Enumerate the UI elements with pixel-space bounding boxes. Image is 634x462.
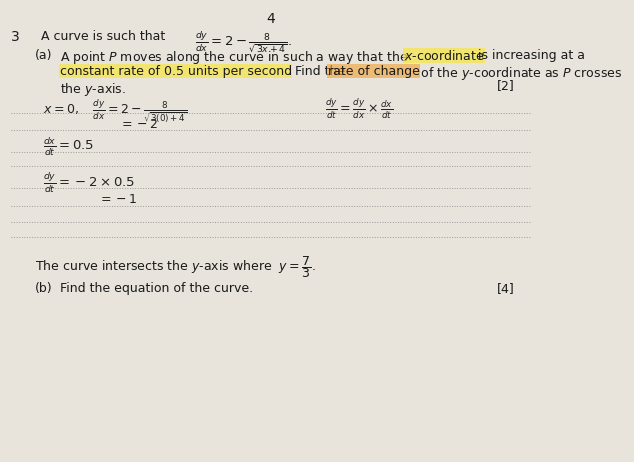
Text: $x=0, \quad \frac{dy}{dx} = 2 - \frac{8}{\sqrt{3(0)+4}}$: $x=0, \quad \frac{dy}{dx} = 2 - \frac{8}… xyxy=(43,97,188,125)
Text: rate of change: rate of change xyxy=(328,65,420,78)
Text: the $y$-axis.: the $y$-axis. xyxy=(60,81,126,98)
Text: [4]: [4] xyxy=(497,282,515,295)
Text: [2]: [2] xyxy=(497,79,515,91)
Text: A point $P$ moves along the curve in such a way that the: A point $P$ moves along the curve in suc… xyxy=(60,49,408,66)
Text: $\frac{dy}{dt} = \frac{dy}{dx} \times \frac{dx}{dt}$: $\frac{dy}{dt} = \frac{dy}{dx} \times \f… xyxy=(325,97,393,121)
Text: . Find the: . Find the xyxy=(287,65,349,78)
Text: $= -2$: $= -2$ xyxy=(119,118,158,131)
Text: Find the equation of the curve.: Find the equation of the curve. xyxy=(60,282,253,295)
Text: $\frac{dy}{dx} = 2 - \frac{8}{\sqrt{3x+4}}$.: $\frac{dy}{dx} = 2 - \frac{8}{\sqrt{3x+4… xyxy=(195,29,292,54)
Text: A curve is such that: A curve is such that xyxy=(41,30,173,43)
Text: $\frac{dy}{dt} = -2 \times 0.5$: $\frac{dy}{dt} = -2 \times 0.5$ xyxy=(43,171,136,195)
Text: $= -1$: $= -1$ xyxy=(98,193,137,206)
Text: is increasing at a: is increasing at a xyxy=(474,49,585,61)
Text: (b): (b) xyxy=(36,282,53,295)
Text: 4: 4 xyxy=(266,12,275,25)
Text: The curve intersects the $y$-axis where  $y = \dfrac{7}{3}$.: The curve intersects the $y$-axis where … xyxy=(36,254,316,280)
Text: constant rate of 0.5 units per second: constant rate of 0.5 units per second xyxy=(60,65,292,78)
Text: of the $y$-coordinate as $P$ crosses: of the $y$-coordinate as $P$ crosses xyxy=(417,65,623,82)
Text: $\frac{dx}{dt} = 0.5$: $\frac{dx}{dt} = 0.5$ xyxy=(43,136,94,158)
Text: (a): (a) xyxy=(36,49,53,61)
Text: 3: 3 xyxy=(11,30,20,44)
Text: $x$-coordinate: $x$-coordinate xyxy=(404,49,484,62)
